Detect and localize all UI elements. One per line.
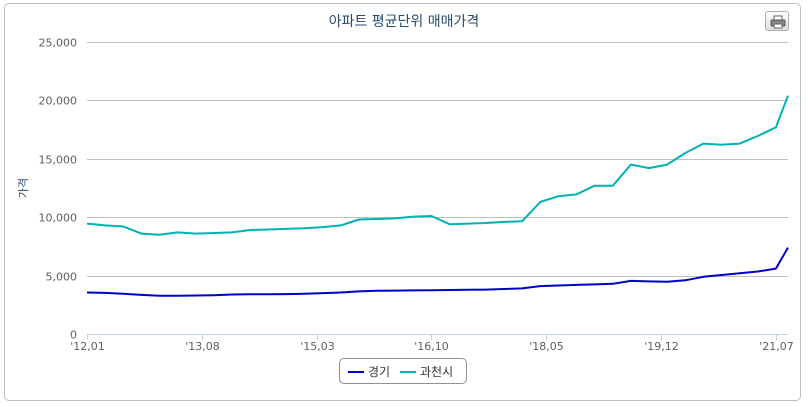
print-button[interactable]	[765, 11, 789, 31]
chart-title: 아파트 평균단위 매매가격	[328, 14, 480, 30]
legend-swatch	[348, 371, 364, 373]
legend: 경기 과천시	[339, 358, 467, 384]
legend-label: 과천시	[420, 365, 454, 379]
legend-swatch	[400, 371, 416, 373]
legend-label: 경기	[368, 365, 391, 379]
chart-container	[4, 3, 801, 401]
printer-icon	[770, 15, 786, 29]
